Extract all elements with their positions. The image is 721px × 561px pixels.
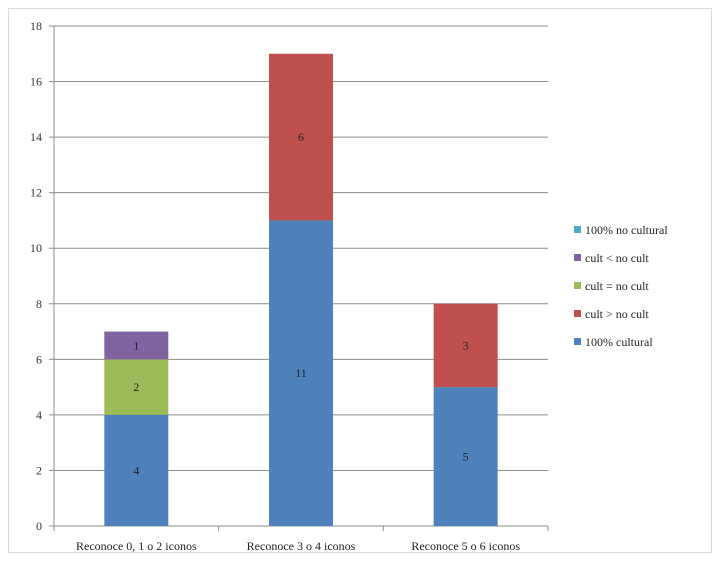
legend-label-0: 100% no cultural xyxy=(585,223,668,237)
data-label-1-0: 11 xyxy=(295,366,307,380)
data-label-1-1: 6 xyxy=(298,130,304,144)
bar-segment-1-1 xyxy=(269,53,333,221)
legend-label-3: cult > no cult xyxy=(585,307,649,321)
y-tick-label-10: 10 xyxy=(30,241,42,255)
data-label-0-2: 2 xyxy=(133,380,139,394)
legend-swatch-4 xyxy=(574,338,581,345)
category-label-1: Reconoce 3 o 4 iconos xyxy=(247,539,356,553)
y-tick-label-14: 14 xyxy=(30,130,42,144)
legend-swatch-0 xyxy=(574,226,581,233)
category-label-2: Reconoce 5 o 6 iconos xyxy=(411,539,520,553)
y-tick-label-6: 6 xyxy=(36,352,42,366)
y-tick-label-4: 4 xyxy=(36,408,42,422)
bar-segment-2-1 xyxy=(433,303,498,388)
data-label-0-3: 1 xyxy=(133,338,139,352)
bar-segment-0-2 xyxy=(104,359,169,415)
legend-label-2: cult = no cult xyxy=(585,279,649,293)
y-tick-label-8: 8 xyxy=(36,297,42,311)
bar-segment-0-0 xyxy=(104,414,169,526)
legend-swatch-1 xyxy=(574,254,581,261)
bar-segment-1-0 xyxy=(269,220,333,526)
legend-swatch-3 xyxy=(574,310,581,317)
category-label-0: Reconoce 0, 1 o 2 iconos xyxy=(76,539,197,553)
y-tick-label-2: 2 xyxy=(36,463,42,477)
data-label-2-1: 3 xyxy=(463,338,469,352)
bar-segment-0-3 xyxy=(104,331,169,360)
data-label-0-0: 4 xyxy=(133,463,139,477)
legend-label-4: 100% cultural xyxy=(585,335,653,349)
y-tick-label-18: 18 xyxy=(30,19,42,33)
legend-swatch-2 xyxy=(574,282,581,289)
y-tick-label-0: 0 xyxy=(36,519,42,533)
bar-segment-2-0 xyxy=(433,387,498,526)
y-tick-label-16: 16 xyxy=(30,75,42,89)
data-label-2-0: 5 xyxy=(463,450,469,464)
legend-label-1: cult < no cult xyxy=(585,251,649,265)
y-tick-label-12: 12 xyxy=(30,186,42,200)
